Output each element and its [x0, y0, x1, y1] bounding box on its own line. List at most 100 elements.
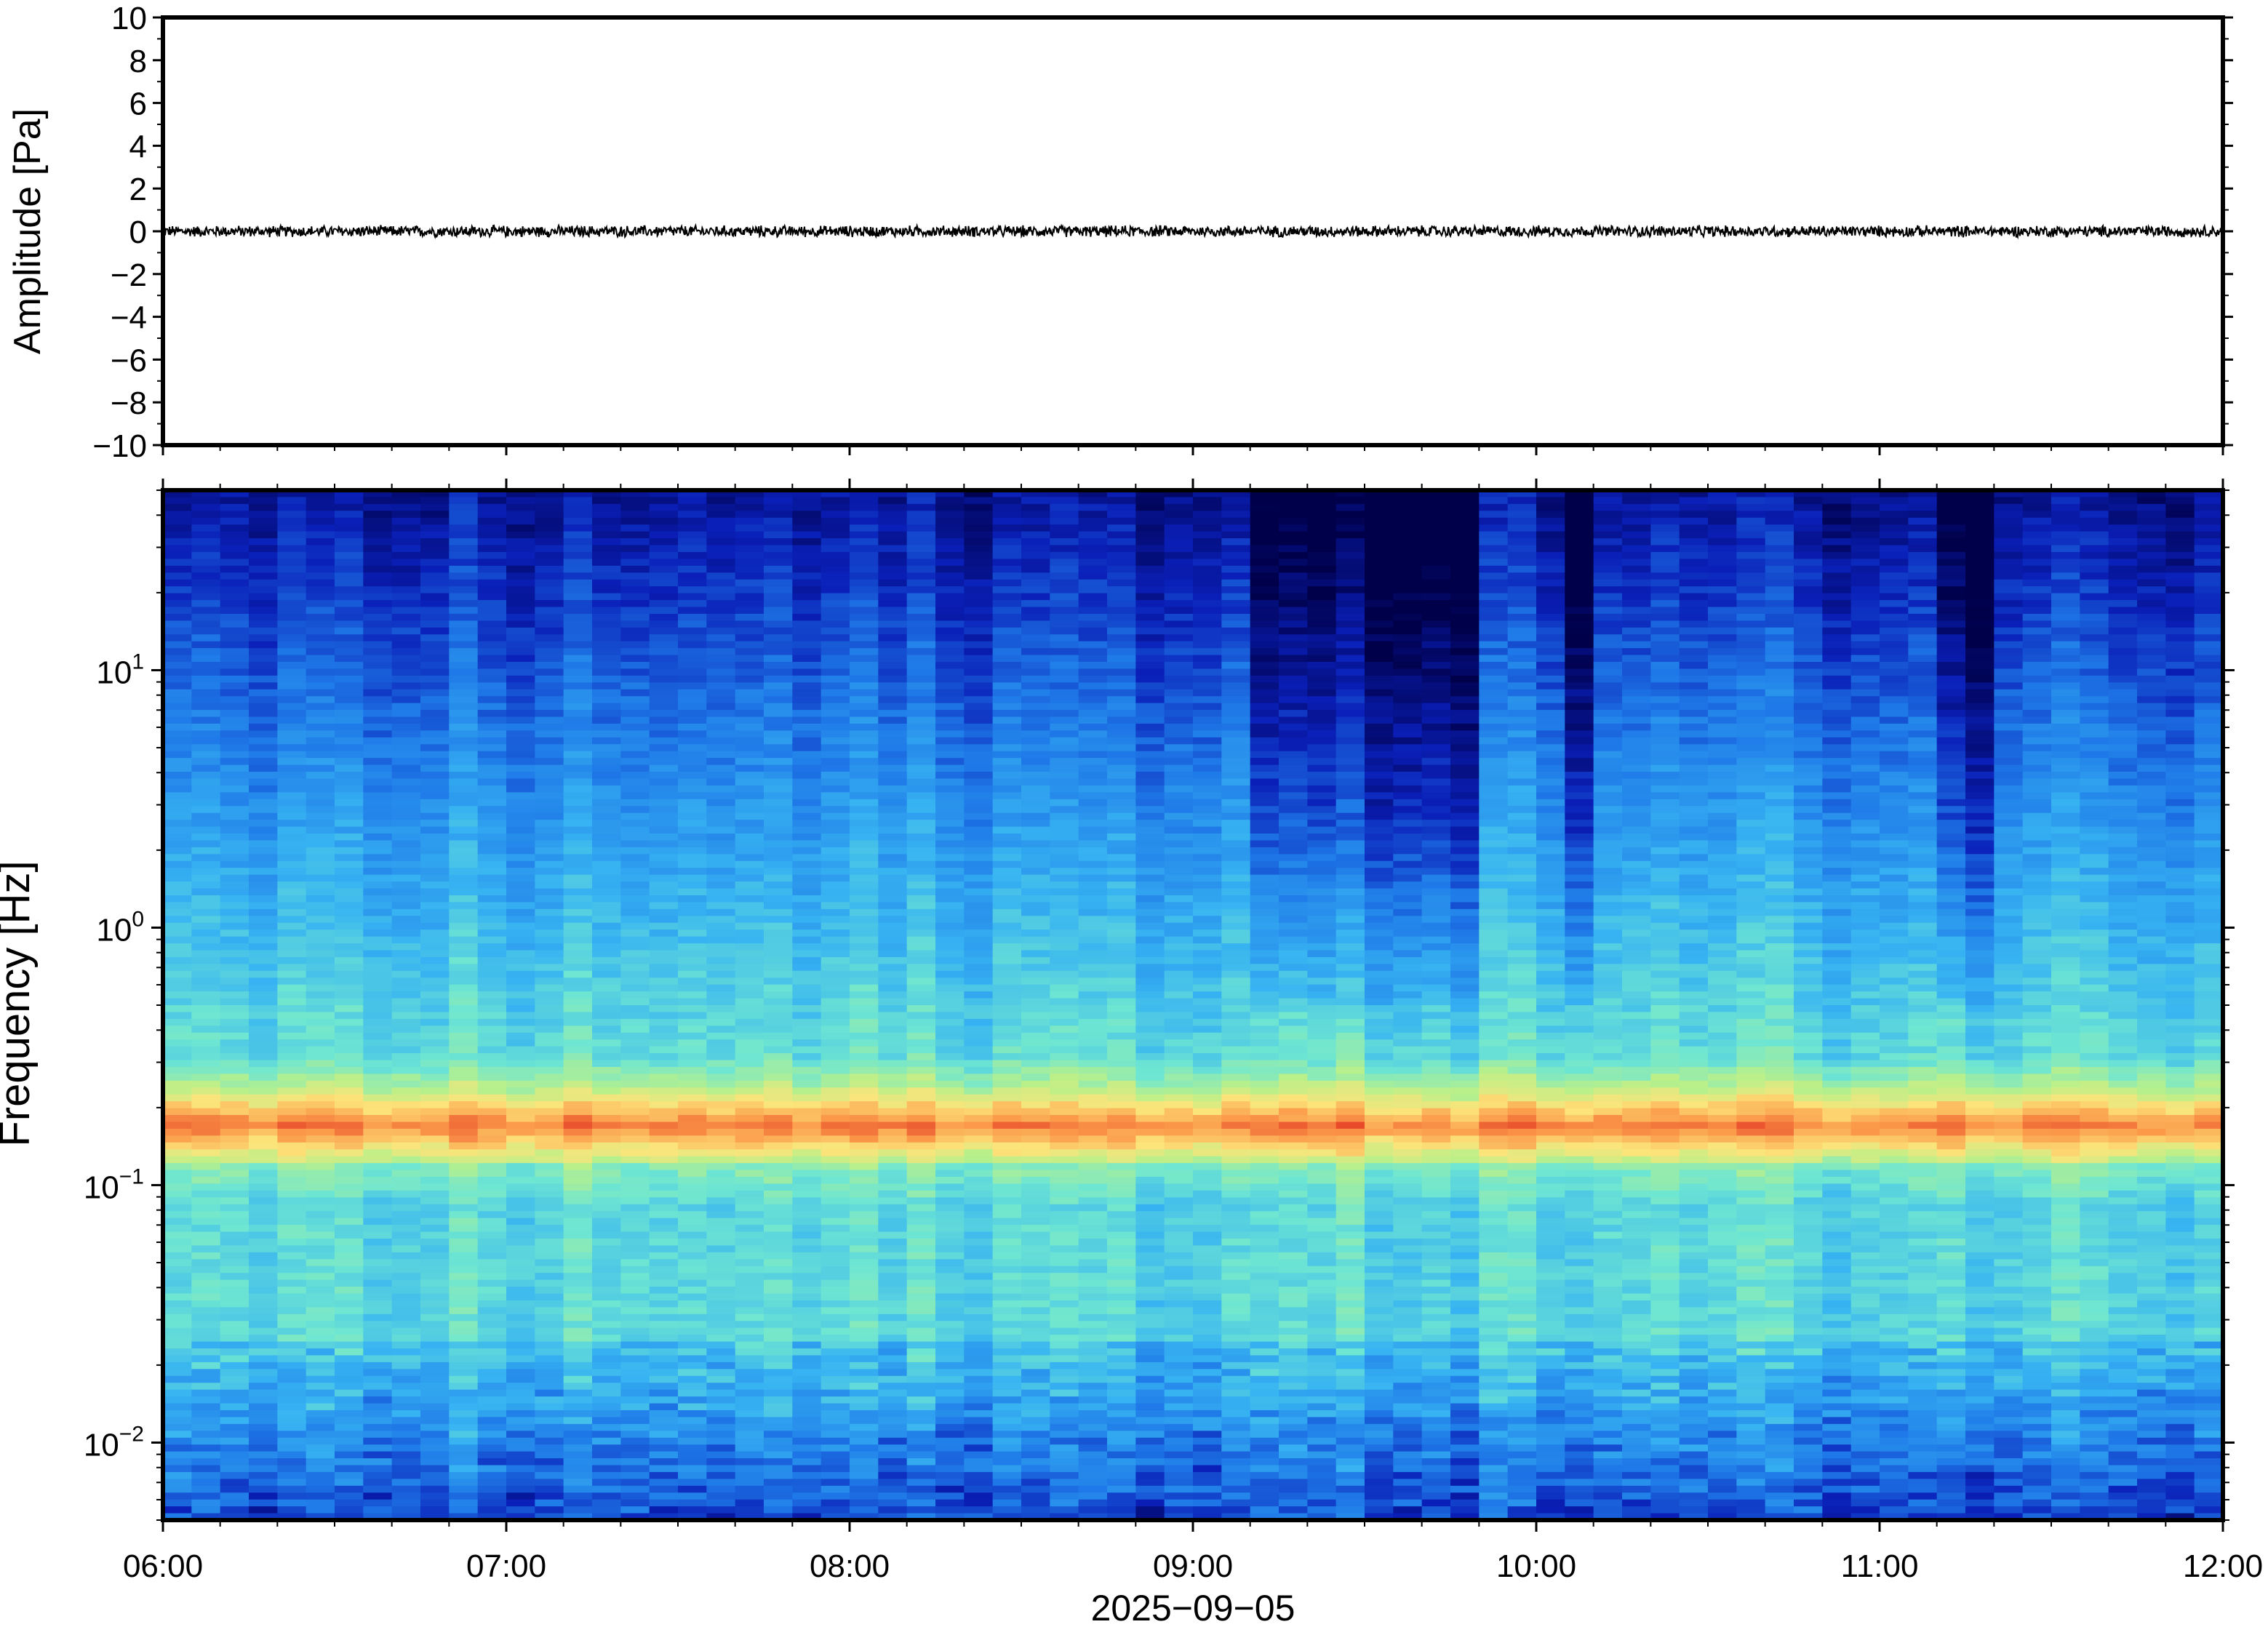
spectrogram-cell — [163, 552, 192, 559]
spectrogram-cell — [163, 1005, 192, 1012]
spectrogram-cell — [706, 648, 735, 655]
spectrogram-cell — [620, 559, 650, 566]
spectrogram-cell — [478, 1417, 507, 1424]
spectrogram-cell — [277, 1452, 306, 1459]
spectrogram-cell — [363, 1239, 392, 1246]
spectrogram-cell — [335, 668, 364, 676]
spectrogram-cell — [850, 999, 879, 1006]
spectrogram-cell — [1050, 703, 1079, 711]
spectrogram-cell — [506, 1033, 535, 1040]
spectrogram-cell — [764, 1500, 793, 1507]
spectrogram-cell — [620, 847, 650, 855]
spectrogram-cell — [449, 552, 478, 559]
spectrogram-cell — [850, 1177, 879, 1184]
spectrogram-cell — [592, 868, 621, 875]
spectrogram-cell — [964, 1067, 993, 1074]
spectrogram-cell — [420, 854, 450, 861]
spectrogram-cell — [191, 1101, 220, 1108]
spectrogram-cell — [764, 1191, 793, 1198]
spectrogram-cell — [306, 614, 335, 621]
spectrogram-cell — [592, 1108, 621, 1116]
spectrogram-cell — [363, 1129, 392, 1136]
spectrogram-cell — [650, 1053, 679, 1060]
spectrogram-cell — [821, 1465, 850, 1472]
spectrogram-cell — [650, 634, 679, 641]
spectrogram-cell — [420, 923, 450, 930]
spectrogram-cell — [535, 778, 564, 785]
spectrogram-cell — [1021, 1287, 1050, 1294]
spectrogram-cell — [592, 1458, 621, 1466]
spectrogram-cell — [306, 875, 335, 882]
spectrogram-cell — [220, 1232, 249, 1239]
spectrogram-cell — [335, 1245, 364, 1252]
spectrogram-cell — [592, 1101, 621, 1108]
spectrogram-cell — [420, 1266, 450, 1274]
spectrogram-cell — [678, 1321, 707, 1328]
spectrogram-cell — [1050, 916, 1079, 923]
spectrogram-cell — [449, 1081, 478, 1088]
spectrogram-cell — [249, 847, 278, 855]
spectrogram-cell — [678, 751, 707, 759]
spectrogram-cell — [277, 1225, 306, 1232]
spectrogram-cell — [792, 504, 821, 511]
spectrogram-cell — [821, 1458, 850, 1466]
spectrogram-cell — [907, 930, 936, 937]
spectrogram-cell — [392, 634, 421, 641]
spectrogram-cell — [449, 1293, 478, 1300]
spectrogram-cell — [335, 1232, 364, 1239]
spectrogram-cell — [220, 1115, 249, 1122]
spectrogram-cell — [650, 1191, 679, 1198]
spectrogram-cell — [907, 1458, 936, 1466]
spectrogram-cell — [163, 875, 192, 882]
spectrogram-cell — [935, 1472, 965, 1479]
spectrogram-cell — [592, 950, 621, 957]
spectrogram-cell — [650, 538, 679, 545]
spectrogram-cell — [277, 717, 306, 724]
spectrogram-cell — [306, 813, 335, 820]
spectrogram-cell — [993, 737, 1022, 745]
spectrogram-cell — [878, 1039, 907, 1047]
spectrogram-cell — [392, 1108, 421, 1116]
spectrogram-cell — [907, 1218, 936, 1226]
spectrogram-cell — [249, 889, 278, 896]
spectrogram-cell — [907, 1452, 936, 1459]
spectrogram-cell — [592, 1177, 621, 1184]
spectrogram-cell — [850, 628, 879, 635]
spectrogram-cell — [935, 1266, 965, 1274]
spectrogram-cell — [449, 875, 478, 882]
spectrogram-cell — [650, 1404, 679, 1411]
spectrogram-cell — [878, 868, 907, 875]
spectrogram-cell — [935, 1452, 965, 1459]
spectrogram-cell — [764, 586, 793, 593]
spectrogram-cell — [592, 1060, 621, 1068]
spectrogram-cell — [993, 1396, 1022, 1404]
spectrogram-cell — [478, 1026, 507, 1033]
spectrogram-cell — [650, 1095, 679, 1102]
spectrogram-cell — [363, 600, 392, 607]
spectrogram-cell — [964, 703, 993, 711]
spectrogram-cell — [964, 792, 993, 799]
spectrogram-cell — [420, 806, 450, 813]
spectrogram-cell — [678, 1019, 707, 1026]
spectrogram-cell — [506, 744, 535, 751]
spectrogram-cell — [277, 834, 306, 841]
spectrogram-cell — [277, 827, 306, 834]
spectrogram-cell — [420, 730, 450, 737]
spectrogram-cell — [564, 902, 593, 909]
waveform-y-tick-label: 6 — [129, 87, 147, 122]
spectrogram-cell — [850, 971, 879, 978]
spectrogram-cell — [764, 607, 793, 614]
spectrogram-cell — [191, 827, 220, 834]
spectrogram-cell — [306, 1287, 335, 1294]
spectrogram-cell — [850, 1204, 879, 1212]
spectrogram-cell — [1021, 586, 1050, 593]
spectrogram-cell — [650, 1273, 679, 1280]
spectrogram-cell — [1079, 758, 1108, 765]
spectrogram-cell — [506, 840, 535, 847]
spectrogram-cell — [907, 580, 936, 587]
spectrogram-cell — [392, 854, 421, 861]
spectrogram-cell — [306, 703, 335, 711]
spectrogram-cell — [506, 1108, 535, 1116]
spectrogram-cell — [678, 641, 707, 649]
spectrogram-cell — [821, 985, 850, 992]
